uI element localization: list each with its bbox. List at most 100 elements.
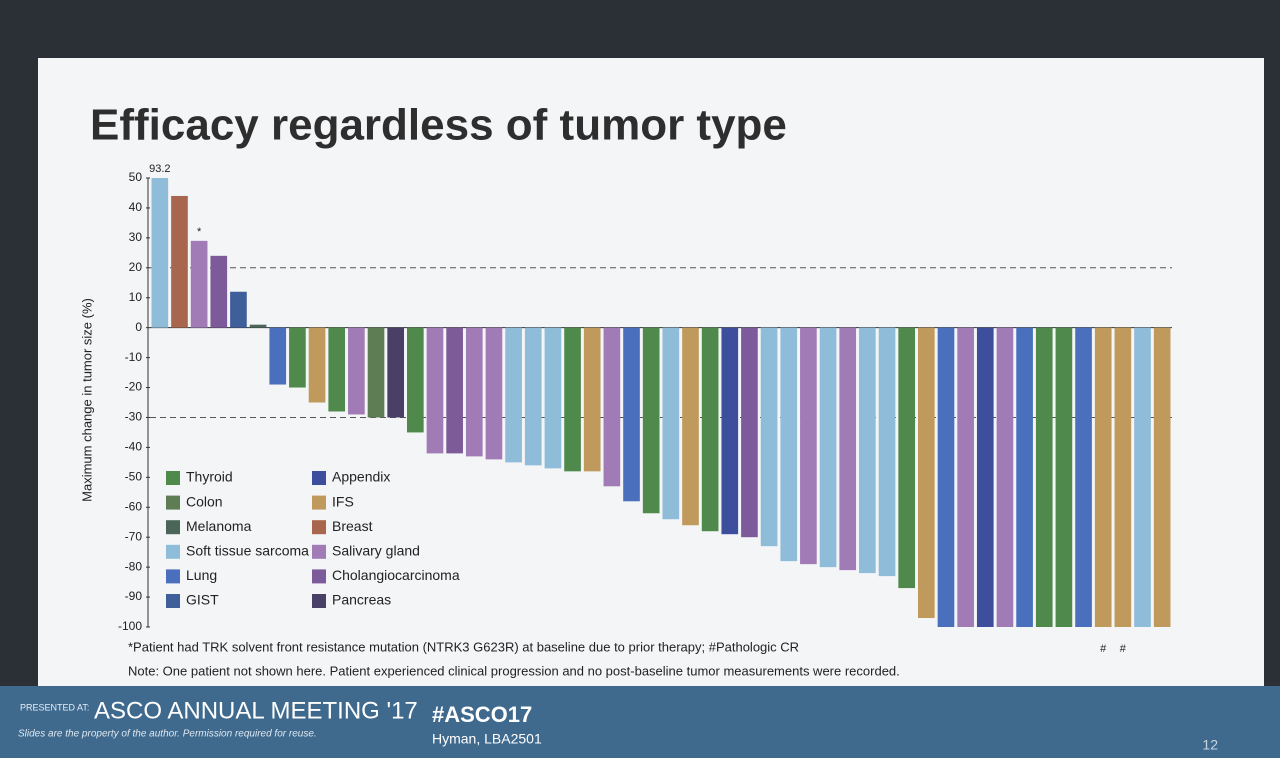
bar [800, 327, 817, 565]
y-tick-label: -90 [125, 589, 143, 603]
legend-label: Colon [186, 493, 223, 509]
legend-swatch [166, 594, 180, 608]
annotation: # [1100, 643, 1107, 655]
bar [446, 327, 463, 454]
annotation: * [197, 226, 202, 238]
legend-swatch [312, 520, 326, 535]
bar [328, 327, 346, 412]
bar [426, 327, 444, 454]
bar [819, 327, 837, 568]
y-tick-label: -40 [125, 440, 143, 454]
legend-label: IFS [332, 493, 354, 509]
bar [190, 240, 208, 328]
bar [289, 327, 306, 388]
legend-label: Salivary gland [332, 543, 420, 559]
bar [171, 195, 188, 328]
legend-label: Breast [332, 518, 373, 534]
y-tick-label: 10 [129, 290, 143, 304]
bar [485, 327, 503, 460]
bar [996, 327, 1014, 627]
y-tick-label: -70 [125, 529, 143, 543]
y-tick-label: -30 [125, 410, 143, 424]
bar [937, 327, 955, 627]
legend-label: GIST [186, 592, 219, 608]
bar [918, 327, 935, 619]
bar [465, 327, 483, 457]
y-tick-label: -10 [125, 350, 143, 364]
bar [583, 327, 601, 472]
y-tick-label: -20 [125, 380, 143, 394]
bar [308, 327, 326, 403]
bar [1055, 327, 1073, 627]
y-tick-label: 50 [129, 170, 143, 184]
bar [721, 327, 739, 535]
bar [780, 327, 798, 562]
bar [839, 327, 857, 571]
bar [348, 327, 365, 415]
bar [1035, 327, 1053, 627]
bar [957, 327, 974, 627]
bar [505, 327, 522, 463]
legend-swatch [312, 471, 326, 485]
bar [1134, 327, 1151, 627]
bar [682, 327, 699, 526]
bar [642, 327, 660, 514]
bar [859, 327, 876, 574]
chart-title: Efficacy regardless of tumor type [90, 101, 787, 150]
bar [151, 178, 169, 328]
hashtag: #ASCO17 [432, 702, 532, 727]
bar [603, 327, 621, 487]
footnote: Note: One patient not shown here. Patien… [128, 663, 900, 678]
legend-swatch [312, 594, 326, 608]
bar [1075, 327, 1092, 627]
legend-label: Soft tissue sarcoma [186, 543, 309, 559]
bar [524, 327, 542, 466]
legend-label: Cholangiocarcinoma [332, 567, 460, 583]
y-tick-label: -60 [125, 499, 143, 513]
bar [1094, 327, 1112, 627]
legend-swatch [312, 495, 326, 510]
legend-swatch [166, 495, 180, 510]
y-tick-label: -80 [125, 559, 143, 573]
bar [1016, 327, 1033, 627]
footnote: *Patient had TRK solvent front resistanc… [128, 639, 799, 654]
page-number: 12 [1202, 737, 1218, 753]
bar [230, 291, 247, 328]
presented-at: PRESENTED AT: [20, 702, 89, 712]
y-tick-label: 20 [129, 260, 143, 274]
bar [1114, 327, 1132, 627]
legend-swatch [166, 520, 180, 535]
bar [564, 327, 581, 472]
bar [1153, 327, 1171, 627]
bar [878, 327, 896, 577]
y-tick-label: -50 [125, 470, 143, 484]
bar [898, 327, 915, 589]
disclaimer: Slides are the property of the author. P… [18, 729, 317, 740]
legend-label: Thyroid [186, 469, 233, 485]
annotation: 93.2 [149, 163, 170, 175]
bar [210, 255, 228, 328]
bar [623, 327, 640, 502]
legend-label: Lung [186, 567, 217, 583]
legend-label: Appendix [332, 469, 390, 485]
legend-swatch [166, 471, 180, 485]
bar [760, 327, 778, 547]
bar [269, 327, 287, 385]
bar [544, 327, 562, 469]
legend-swatch [166, 569, 180, 584]
y-tick-label: 40 [129, 200, 143, 214]
presenter: Hyman, LBA2501 [432, 731, 542, 747]
bar [249, 324, 267, 328]
bar [387, 327, 404, 418]
bar [741, 327, 758, 538]
bar [367, 327, 385, 418]
bar [701, 327, 719, 532]
footer-bar [0, 686, 1280, 758]
legend-label: Pancreas [332, 592, 391, 608]
y-tick-label: -100 [118, 619, 142, 633]
bar [407, 327, 424, 433]
y-axis-label: Maximum change in tumor size (%) [79, 298, 94, 502]
legend-swatch [312, 544, 326, 559]
bar [662, 327, 680, 520]
bar [976, 327, 994, 627]
